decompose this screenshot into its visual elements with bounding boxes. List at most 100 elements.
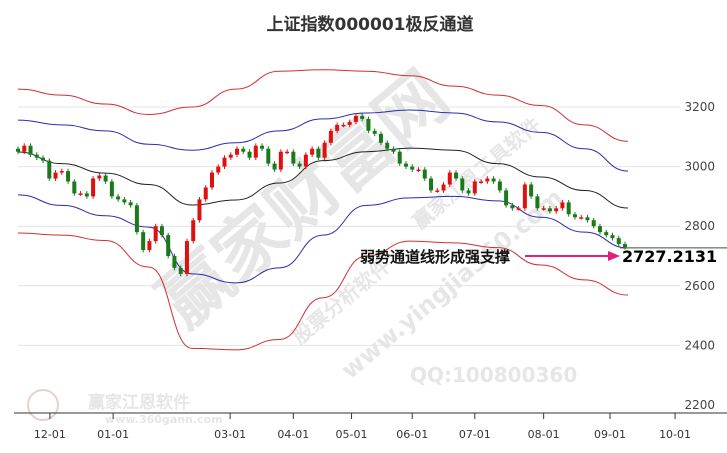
candle-body — [454, 172, 459, 179]
candle-body — [560, 202, 565, 209]
candle-body — [172, 256, 177, 268]
candle-body — [429, 178, 434, 191]
y-tick-label: 3200 — [684, 100, 715, 114]
y-tick-label: 2200 — [684, 398, 715, 412]
candle-body — [59, 171, 64, 173]
arrow-head-icon — [608, 251, 620, 261]
chart-title: 上证指数000001极反通道 — [267, 14, 474, 35]
candle-body — [216, 166, 221, 173]
x-tick-label: 08-01 — [528, 428, 560, 441]
candle-body — [235, 148, 240, 155]
candle-body — [191, 220, 196, 242]
candle-body — [303, 154, 308, 167]
y-tick-label: 3000 — [684, 160, 715, 174]
candle-body — [47, 160, 52, 179]
logo-icon — [27, 389, 59, 421]
candle-body — [241, 148, 246, 152]
candle-body — [479, 181, 484, 183]
candle-body — [291, 151, 296, 164]
candle-body — [403, 163, 408, 167]
x-tick-label: 05-01 — [336, 428, 368, 441]
candle-body — [460, 178, 465, 191]
x-tick-label: 03-01 — [214, 428, 246, 441]
channel-line-outer-lower — [17, 232, 629, 351]
candle-body — [266, 148, 271, 164]
candle-body — [610, 235, 615, 239]
candle-body — [285, 151, 290, 154]
candle-body — [253, 145, 258, 158]
candle-body — [209, 172, 214, 188]
candle-body — [541, 208, 546, 210]
candle-body — [247, 151, 252, 158]
channel-line-inner-lower — [17, 194, 629, 284]
candle-body — [128, 202, 133, 206]
candle-body — [510, 205, 515, 209]
candle-body — [485, 178, 490, 182]
candle-body — [166, 235, 171, 256]
x-tick-label: 07-01 — [459, 428, 491, 441]
candle-body — [341, 124, 346, 127]
watermark-logo-url: www.360gann.com — [105, 413, 223, 426]
candle-body — [591, 220, 596, 227]
candle-body — [34, 154, 39, 158]
x-tick-label: 12-01 — [34, 428, 66, 441]
candle-body — [184, 241, 189, 274]
watermark-logo-name: 赢家江恩软件 — [88, 392, 190, 413]
candle-body — [260, 145, 265, 149]
y-tick-label: 2400 — [684, 338, 715, 352]
candle-body — [441, 184, 446, 191]
x-tick-label: 04-01 — [277, 428, 309, 441]
candle-body — [203, 187, 208, 200]
x-tick-label: 10-01 — [659, 428, 691, 441]
candle-body — [72, 181, 77, 194]
candle-body — [416, 169, 421, 172]
candle-body — [616, 238, 621, 245]
candle-body — [97, 175, 102, 179]
candle-body — [504, 190, 509, 206]
candle-body — [397, 151, 402, 164]
candle-body — [66, 171, 71, 182]
candle-body — [141, 232, 146, 251]
candle-body — [554, 208, 559, 212]
candle-body — [316, 148, 321, 158]
candle-body — [91, 178, 96, 197]
candle-body — [134, 205, 139, 233]
support-value-label: 2727.2131 — [622, 247, 717, 266]
candle-body — [579, 217, 584, 219]
x-tick-label: 01-01 — [97, 428, 129, 441]
candle-body — [547, 208, 552, 212]
candle-body — [572, 214, 577, 218]
candle-body — [353, 115, 358, 122]
candle-body — [604, 232, 609, 236]
candle-body — [16, 148, 20, 152]
x-tick-label: 06-01 — [396, 428, 428, 441]
candle-body — [197, 199, 202, 221]
candle-body — [435, 190, 440, 192]
channel-line-outer-upper — [17, 69, 629, 142]
candle-body — [516, 208, 521, 210]
candle-body — [566, 202, 571, 215]
candle-body — [278, 151, 283, 170]
candle-body — [78, 193, 83, 195]
candle-body — [41, 157, 46, 161]
channel-line-middle — [17, 147, 629, 209]
candle-body — [466, 190, 471, 194]
candle-body — [347, 121, 352, 125]
candle-body — [360, 115, 365, 119]
candle-body — [529, 184, 534, 197]
candle-body — [322, 142, 327, 158]
candle-body — [28, 145, 33, 155]
candle-body — [53, 172, 58, 179]
candle-body — [378, 133, 383, 143]
candle-body — [535, 196, 540, 209]
candle-body — [228, 154, 233, 158]
annotation-text: 弱势通道线形成强支撑 — [360, 248, 510, 266]
candle-body — [585, 217, 590, 221]
y-tick-label: 2600 — [684, 279, 715, 293]
candle-body — [522, 184, 527, 209]
candle-body — [472, 181, 477, 194]
channel-line-inner-upper — [17, 109, 629, 172]
candle-body — [328, 130, 333, 143]
candle-body — [22, 145, 27, 152]
